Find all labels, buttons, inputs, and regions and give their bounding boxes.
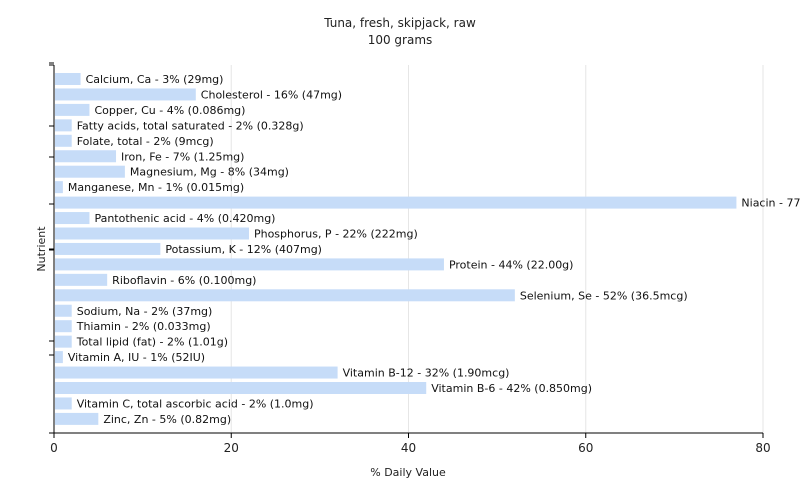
bar bbox=[55, 382, 427, 394]
bar bbox=[55, 134, 72, 147]
bar-data-label: Zinc, Zn - 5% (0.82mg) bbox=[103, 413, 231, 426]
bar-data-label: Selenium, Se - 52% (36.5mcg) bbox=[520, 289, 688, 302]
bar-labels-group: Calcium, Ca - 3% (29mg) Cholesterol - 16%… bbox=[68, 73, 800, 426]
bar bbox=[55, 351, 63, 364]
bar-data-label: Iron, Fe - 7% (1.25mg) bbox=[121, 150, 244, 163]
bar bbox=[55, 412, 99, 425]
bar-data-label: Cholesterol - 16% (47mg) bbox=[201, 88, 342, 101]
bar-data-label: Thiamin - 2% (0.033mg) bbox=[76, 320, 211, 333]
bar-data-label: Folate, total - 2% (9mcg) bbox=[77, 135, 214, 148]
chart-subtitle: 100 grams bbox=[368, 33, 433, 47]
bar-data-label: Potassium, K - 12% (407mg) bbox=[165, 243, 322, 256]
bar-data-label: Sodium, Na - 2% (37mg) bbox=[77, 305, 213, 318]
bar bbox=[55, 258, 444, 271]
bar bbox=[55, 119, 72, 132]
bars-group bbox=[55, 73, 737, 425]
bar bbox=[55, 88, 196, 101]
x-tick-label: 20 bbox=[224, 441, 239, 455]
bar bbox=[55, 242, 161, 255]
x-tick-label: 0 bbox=[50, 441, 58, 455]
bar-data-label: Riboflavin - 6% (0.100mg) bbox=[112, 274, 256, 287]
bar bbox=[55, 397, 72, 410]
bar bbox=[55, 366, 338, 379]
bar bbox=[55, 73, 81, 85]
bar-data-label: Phosphorus, P - 22% (222mg) bbox=[254, 228, 418, 241]
bar bbox=[55, 150, 117, 163]
bar bbox=[55, 320, 72, 333]
bar bbox=[55, 273, 108, 286]
bar bbox=[55, 165, 125, 178]
x-tick-label: 40 bbox=[401, 441, 416, 455]
y-axis-ticks bbox=[49, 62, 54, 434]
x-axis-title: % Daily Value bbox=[370, 466, 446, 479]
bar-data-label: Vitamin A, IU - 1% (52IU) bbox=[68, 351, 205, 364]
bar-data-label: Fatty acids, total saturated - 2% (0.328… bbox=[77, 119, 304, 132]
x-tick-label: 60 bbox=[578, 441, 593, 455]
bar bbox=[55, 103, 90, 116]
bar-data-label: Niacin - 77% (15.400mg) bbox=[741, 197, 800, 210]
bar bbox=[55, 304, 72, 317]
bar bbox=[55, 181, 63, 194]
bar-data-label: Vitamin B-12 - 32% (1.90mcg) bbox=[343, 367, 510, 380]
bar-data-label: Vitamin B-6 - 42% (0.850mg) bbox=[431, 382, 592, 395]
bar bbox=[55, 212, 90, 225]
bar-data-label: Protein - 44% (22.00g) bbox=[449, 258, 574, 271]
bar bbox=[55, 196, 737, 209]
x-axis-ticks: 0 20 40 60 80 bbox=[50, 433, 771, 455]
bar bbox=[55, 227, 249, 240]
bar-data-label: Total lipid (fat) - 2% (1.01g) bbox=[76, 336, 228, 349]
y-axis-title: Nutrient bbox=[35, 226, 48, 272]
chart-title: Tuna, fresh, skipjack, raw bbox=[323, 16, 476, 30]
bar-data-label: Copper, Cu - 4% (0.086mg) bbox=[94, 104, 245, 117]
bar bbox=[55, 335, 72, 348]
bar bbox=[55, 289, 515, 302]
bar-data-label: Manganese, Mn - 1% (0.015mg) bbox=[68, 181, 244, 194]
bar-data-label: Pantothenic acid - 4% (0.420mg) bbox=[94, 212, 275, 225]
bar-data-label: Calcium, Ca - 3% (29mg) bbox=[86, 73, 224, 86]
bar-data-label: Magnesium, Mg - 8% (34mg) bbox=[130, 166, 289, 179]
bar-data-label: Vitamin C, total ascorbic acid - 2% (1.0… bbox=[77, 397, 314, 410]
x-tick-label: 80 bbox=[755, 441, 770, 455]
